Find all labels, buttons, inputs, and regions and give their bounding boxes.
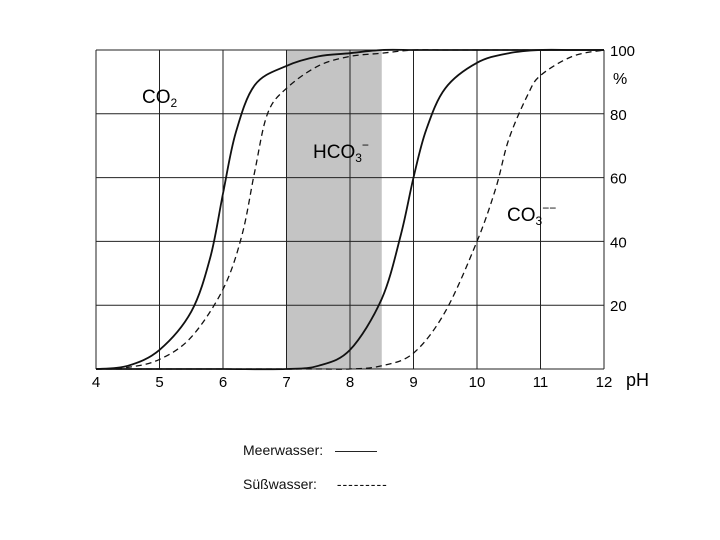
legend-meerwasser: Meerwasser: ——— bbox=[243, 442, 377, 458]
x-tick-label: 10 bbox=[469, 374, 486, 391]
species-label-co2: CO2 bbox=[142, 87, 178, 110]
shaded-ph-region bbox=[286, 50, 382, 369]
dashed-curve-1 bbox=[95, 49, 604, 370]
solid-curve-0 bbox=[95, 48, 604, 370]
legend-suesswasser-label: Süßwasser: bbox=[243, 476, 317, 492]
x-tick-label: 12 bbox=[596, 374, 613, 391]
x-tick-label: 11 bbox=[533, 374, 549, 391]
x-tick-label: 9 bbox=[409, 374, 417, 391]
species-label-co3: CO3−− bbox=[507, 201, 556, 228]
x-tick-label: 8 bbox=[346, 374, 354, 391]
curves bbox=[95, 48, 605, 371]
y-tick-label: 20 bbox=[610, 298, 627, 315]
y-tick-label: 80 bbox=[610, 107, 627, 124]
x-axis-label: pH bbox=[626, 370, 649, 390]
y-tick-label: 100 bbox=[610, 43, 635, 60]
legend-suesswasser: Süßwasser: --------- bbox=[243, 476, 388, 492]
y-axis-unit: % bbox=[613, 71, 627, 88]
legend-meerwasser-label: Meerwasser: bbox=[243, 442, 324, 458]
x-tick-label: 6 bbox=[219, 374, 227, 391]
dashed-curve-3 bbox=[96, 49, 605, 370]
tick-labels: 4 5 6 7 8 9 10 11 12 20 40 60 80 100 bbox=[92, 43, 635, 391]
x-tick-label: 7 bbox=[282, 374, 290, 391]
legend-solid-line-symbol: ——— bbox=[335, 442, 378, 458]
y-tick-label: 60 bbox=[610, 171, 627, 188]
legend-dashed-line-symbol: --------- bbox=[336, 476, 388, 492]
y-tick-label: 40 bbox=[610, 234, 627, 251]
species-label-hco3: HCO3− bbox=[313, 138, 369, 165]
x-tick-label: 5 bbox=[155, 374, 163, 391]
x-tick-label: 4 bbox=[92, 374, 100, 391]
